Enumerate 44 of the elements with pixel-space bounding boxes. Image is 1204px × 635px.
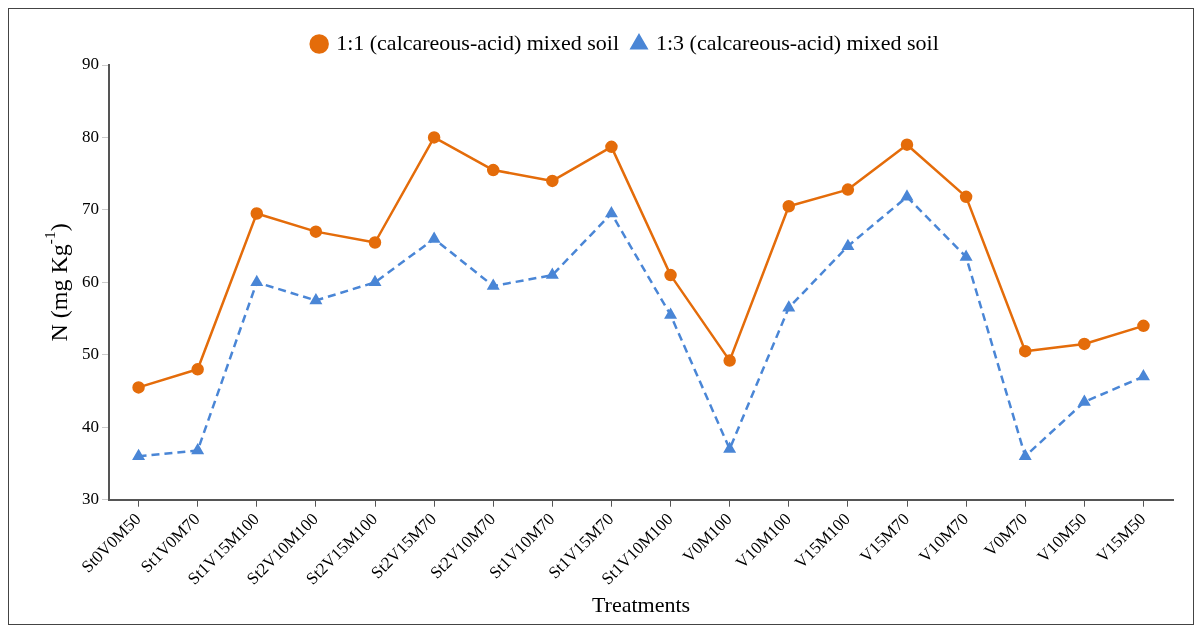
point — [191, 363, 204, 376]
point — [960, 250, 972, 261]
y-tick-label: 40 — [82, 416, 99, 436]
legend-label: 1:3 (calcareous-acid) mixed soil — [656, 29, 939, 55]
point — [546, 268, 558, 279]
point — [664, 308, 677, 319]
y-axis-title: N (mg Kg-1) — [41, 223, 73, 342]
point — [427, 131, 441, 144]
y-tick-label: 50 — [82, 344, 99, 364]
point — [1137, 370, 1150, 381]
point — [1078, 395, 1090, 406]
point — [487, 279, 499, 290]
point — [368, 236, 382, 249]
point — [782, 200, 796, 213]
point — [841, 183, 855, 196]
y-tick-label: 60 — [82, 271, 99, 291]
point — [723, 354, 736, 367]
point — [605, 207, 618, 218]
point — [1078, 337, 1091, 351]
point — [959, 190, 973, 204]
point — [900, 138, 914, 151]
point — [486, 163, 500, 177]
point — [132, 381, 145, 394]
point — [783, 301, 795, 312]
point — [664, 268, 677, 282]
point — [546, 174, 559, 188]
point — [428, 232, 440, 243]
point — [724, 442, 736, 453]
legend-label: 1:1 (calcareous-acid) mixed soil — [336, 29, 620, 55]
y-tick-label: 70 — [82, 199, 99, 219]
y-tick-label: 90 — [82, 54, 99, 74]
point — [1137, 319, 1150, 333]
point — [192, 444, 204, 455]
point — [310, 294, 322, 305]
point — [842, 239, 854, 250]
point — [901, 190, 913, 201]
point — [250, 207, 264, 220]
y-tick-label: 80 — [82, 126, 99, 146]
point — [309, 225, 323, 238]
y-tick-label: 30 — [82, 489, 99, 509]
point — [369, 276, 381, 287]
x-axis-title: Treatments — [591, 591, 691, 617]
point — [605, 140, 618, 154]
point — [1018, 344, 1032, 358]
